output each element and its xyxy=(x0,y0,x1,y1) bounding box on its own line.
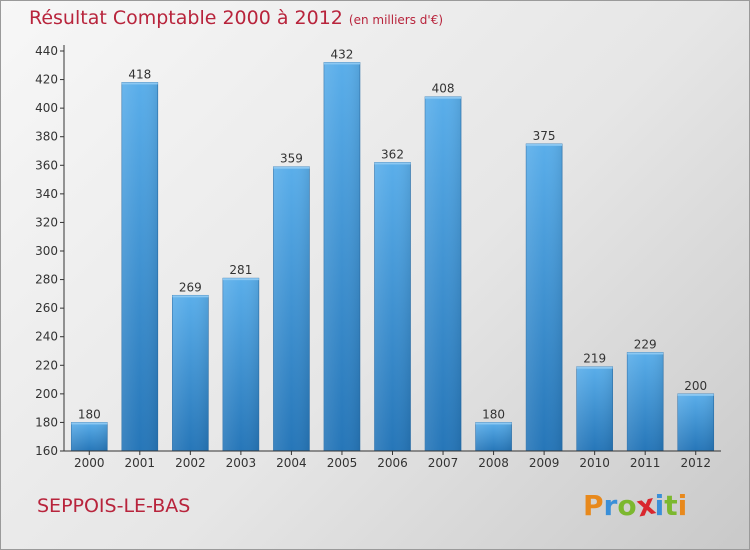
x-tick-label-2006: 2006 xyxy=(377,456,408,470)
value-label-2001: 418 xyxy=(128,67,151,81)
y-tick-label-240: 240 xyxy=(35,330,58,344)
y-tick-label-360: 360 xyxy=(35,158,58,172)
logo-letter-0: P xyxy=(583,489,604,522)
y-tick-label-440: 440 xyxy=(35,44,58,58)
bar-shine-2000 xyxy=(71,422,108,451)
bar-2008 xyxy=(475,422,512,452)
y-tick-label-180: 180 xyxy=(35,415,58,429)
logo-letter-1: r xyxy=(603,489,618,522)
bar-top-2003 xyxy=(222,278,259,281)
bar-2003 xyxy=(222,277,260,452)
chart-title: Résultat Comptable 2000 à 2012 (en millie… xyxy=(29,7,443,29)
value-label-2000: 180 xyxy=(78,407,101,421)
bar-2004 xyxy=(273,166,310,452)
value-label-2009: 375 xyxy=(533,129,556,143)
logo-letter-5: t xyxy=(664,489,678,522)
bar-top-2009 xyxy=(526,143,563,146)
bar-top-2005 xyxy=(323,62,360,65)
x-tick-label-2004: 2004 xyxy=(276,456,307,470)
bars-group xyxy=(70,62,715,452)
y-tick-label-200: 200 xyxy=(35,387,58,401)
bar-shine-2004 xyxy=(273,166,310,451)
bar-2001 xyxy=(121,82,159,452)
bar-top-2008 xyxy=(475,422,512,425)
bar-shine-2005 xyxy=(323,62,360,452)
x-tick-label-2010: 2010 xyxy=(579,456,610,470)
value-label-2010: 219 xyxy=(583,352,606,366)
bar-top-2002 xyxy=(172,295,209,298)
x-tick-label-2007: 2007 xyxy=(428,456,459,470)
y-tick-label-420: 420 xyxy=(35,73,58,87)
bar-shine-2003 xyxy=(222,278,259,451)
y-tick-label-380: 380 xyxy=(35,130,58,144)
value-label-2005: 432 xyxy=(331,47,354,61)
bar-2002 xyxy=(172,294,209,452)
x-tick-label-2000: 2000 xyxy=(74,456,105,470)
bar-2009 xyxy=(525,143,563,452)
bar-top-2006 xyxy=(374,162,411,165)
bar-2012 xyxy=(677,393,715,452)
bar-2010 xyxy=(576,366,613,452)
commune-name: SEPPOIS-LE-BAS xyxy=(37,495,191,517)
logo-letter-4: i xyxy=(654,489,665,522)
bar-top-2001 xyxy=(121,82,158,85)
chart-subtitle: (en milliers d'€) xyxy=(348,13,444,27)
bar-top-2010 xyxy=(576,366,613,369)
bar-2000 xyxy=(70,422,108,452)
x-tick-label-2009: 2009 xyxy=(529,456,560,470)
x-tick-label-2008: 2008 xyxy=(478,456,509,470)
chart-title-text: Résultat Comptable 2000 à 2012 xyxy=(29,7,343,29)
value-label-2007: 408 xyxy=(432,82,455,96)
y-tick-label-160: 160 xyxy=(35,444,58,458)
bar-2006 xyxy=(374,162,411,452)
bar-2011 xyxy=(626,352,664,452)
x-tick-label-2012: 2012 xyxy=(680,456,711,470)
y-tick-label-340: 340 xyxy=(35,187,58,201)
value-label-2003: 281 xyxy=(229,263,252,277)
axes-group xyxy=(60,45,721,455)
bar-shine-2010 xyxy=(576,366,613,451)
bar-top-2007 xyxy=(425,96,462,99)
y-tick-label-320: 320 xyxy=(35,215,58,229)
value-label-2008: 180 xyxy=(482,407,505,421)
bar-shine-2006 xyxy=(374,162,411,451)
y-tick-label-220: 220 xyxy=(35,358,58,372)
bar-shine-2001 xyxy=(121,82,158,451)
value-label-2002: 269 xyxy=(179,280,202,294)
bar-shine-2009 xyxy=(526,143,563,451)
bar-shine-2007 xyxy=(425,96,462,451)
bar-shine-2012 xyxy=(677,393,714,451)
bar-shine-2008 xyxy=(475,422,512,451)
y-tick-label-400: 400 xyxy=(35,101,58,115)
y-tick-label-300: 300 xyxy=(35,244,58,258)
bar-2007 xyxy=(424,96,462,452)
bar-top-2012 xyxy=(677,393,714,396)
bar-shine-2002 xyxy=(172,295,209,451)
x-tick-label-2011: 2011 xyxy=(630,456,661,470)
bar-top-2011 xyxy=(627,352,664,355)
proxiti-logo[interactable]: Proxiti xyxy=(583,487,688,523)
value-label-2004: 359 xyxy=(280,152,303,166)
bar-2005 xyxy=(323,62,361,452)
bar-top-2004 xyxy=(273,166,310,169)
x-tick-label-2002: 2002 xyxy=(175,456,206,470)
x-tick-label-2001: 2001 xyxy=(125,456,156,470)
x-tick-label-2003: 2003 xyxy=(226,456,257,470)
y-tick-label-260: 260 xyxy=(35,301,58,315)
logo-letter-2: o xyxy=(617,489,637,522)
logo-letter-6: i xyxy=(677,489,688,522)
value-label-2006: 362 xyxy=(381,147,404,161)
bar-shine-2011 xyxy=(627,352,664,451)
value-label-2012: 200 xyxy=(684,379,707,393)
x-tick-label-2005: 2005 xyxy=(327,456,358,470)
labels-group: 180 2000 418 2001 269 2002 281 2003 359 2004 432 20… xyxy=(35,44,711,470)
value-label-2011: 229 xyxy=(634,337,657,351)
bar-top-2000 xyxy=(71,422,108,425)
y-tick-label-280: 280 xyxy=(35,273,58,287)
